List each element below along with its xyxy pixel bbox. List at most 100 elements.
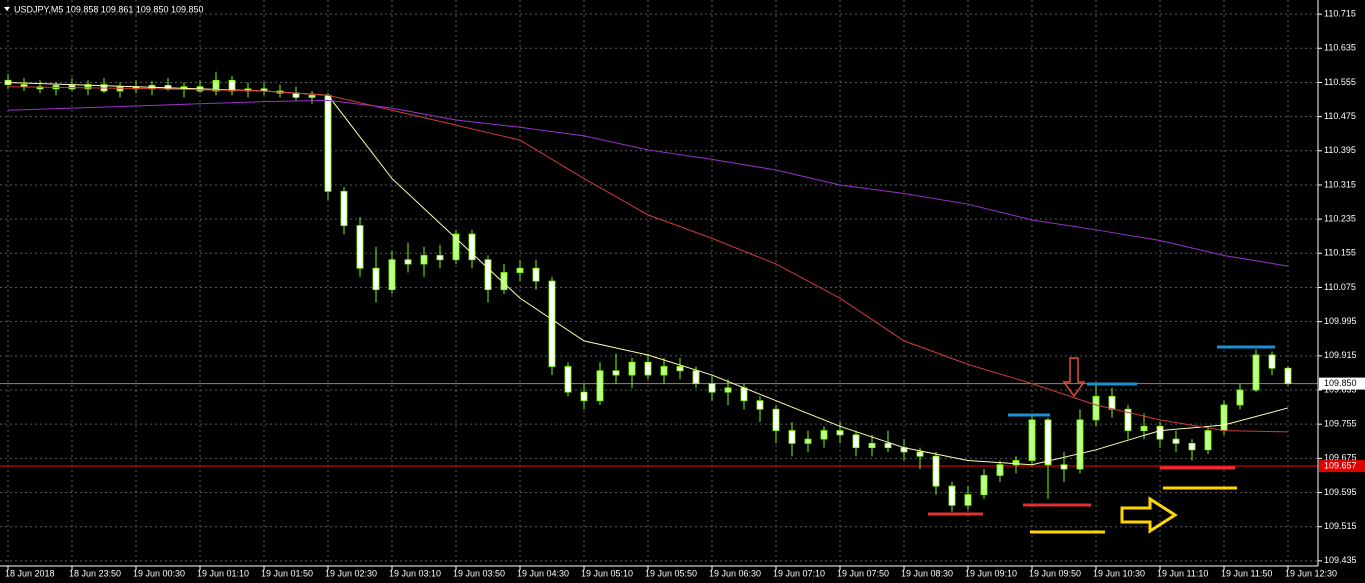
candle-body [228, 79, 236, 92]
candle-body [916, 451, 924, 457]
x-tick-label: 19 Jun 01:10 [197, 568, 249, 578]
y-tick-label: 109.675 [1324, 453, 1357, 463]
down-arrow [1062, 357, 1086, 398]
candle-body [1236, 389, 1244, 406]
x-tick-label: 19 Jun 11:10 [1157, 568, 1208, 578]
candle-body [708, 383, 716, 393]
price-label: 109.850 [1324, 378, 1357, 388]
y-tick-label: 110.075 [1324, 282, 1356, 292]
candle-body [964, 494, 972, 506]
candle-body [644, 361, 652, 376]
x-tick-label: 19 Jun 01:50 [261, 568, 313, 578]
candle-body [1012, 460, 1020, 466]
candle-body [676, 366, 684, 372]
y-tick-label: 109.515 [1324, 521, 1357, 531]
y-tick-label: 109.755 [1324, 419, 1357, 429]
y-tick-label: 109.435 [1324, 555, 1357, 565]
grid [0, 0, 1318, 566]
candle-body [452, 233, 460, 261]
candle-body [340, 190, 348, 226]
candle-body [436, 255, 444, 261]
x-tick-label: 19 Jun 10:30 [1093, 568, 1145, 578]
candle-body [804, 438, 812, 444]
x-tick-label: 18 Jun 2018 [5, 568, 55, 578]
y-tick-label: 109.595 [1324, 487, 1357, 497]
x-tick-label: 19 Jun 08:30 [901, 568, 953, 578]
candle-body [356, 225, 364, 269]
level-label: 109.657 [1324, 460, 1357, 470]
candle-body [884, 443, 892, 449]
y-tick-label: 109.995 [1324, 316, 1357, 326]
candle-body [548, 280, 556, 367]
y-tick-label: 110.235 [1324, 214, 1356, 224]
right-arrow [1120, 496, 1178, 534]
candle-body [756, 400, 764, 410]
candle-body [116, 86, 124, 92]
candle-body [1188, 443, 1196, 451]
candle-body [772, 408, 780, 431]
candle-body [1092, 396, 1100, 421]
level-label-box [1319, 460, 1365, 473]
candle-body [1140, 425, 1148, 431]
y-tick-label: 110.475 [1324, 111, 1356, 121]
x-tick-label: 19 Jun 07:50 [837, 568, 889, 578]
candle-body [308, 94, 316, 98]
x-tick-label: 19 Jun 09:10 [965, 568, 1017, 578]
annotations [928, 345, 1275, 534]
candle-body [1076, 419, 1084, 470]
x-tick-label: 19 Jun 09:50 [1029, 568, 1081, 578]
candle-body [836, 430, 844, 436]
x-tick-label: 19 Jun 05:10 [581, 568, 633, 578]
moving-average [7, 81, 1289, 466]
x-tick-label: 19 Jun 05:50 [645, 568, 697, 578]
candle-body [580, 391, 588, 402]
candle-body [1204, 430, 1212, 451]
candle-body [1124, 408, 1132, 431]
candle-body [724, 387, 732, 393]
x-tick-label: 18 Jun 23:50 [69, 568, 121, 578]
candle-body [1284, 367, 1292, 384]
x-tick-label: 19 Jun 00:30 [133, 568, 185, 578]
candle-body [1044, 419, 1052, 466]
x-tick-label: 19 Jun 03:50 [453, 568, 505, 578]
candle-body [932, 455, 940, 487]
price-label-box [1319, 377, 1365, 390]
x-tick-label: 19 Jun 04:30 [517, 568, 569, 578]
candle-body [84, 84, 92, 90]
candle-body [1060, 464, 1068, 470]
candle-body [564, 366, 572, 393]
candle-body [1220, 404, 1228, 431]
moving-average [7, 86, 1289, 433]
candle-body [948, 485, 956, 506]
candle-body [388, 259, 396, 291]
moving-average [7, 99, 1289, 267]
candle-body [628, 361, 636, 376]
y-tick-label: 109.915 [1324, 350, 1357, 360]
menu-arrow [4, 7, 10, 11]
candle-body [996, 464, 1004, 476]
marks [4, 71, 1292, 512]
candle-body [1252, 354, 1260, 391]
candle-body [612, 370, 620, 376]
candle-body [740, 387, 748, 402]
candle-body [660, 366, 668, 376]
candle-body [980, 475, 988, 496]
candle-body [372, 267, 380, 291]
candle-body [324, 94, 332, 192]
x-tick-label: 19 Jun 07:10 [773, 568, 825, 578]
candle-body [516, 267, 524, 273]
candle-body [820, 430, 828, 440]
candle-body [1108, 396, 1116, 410]
x-tick-label: 19 Jun 06:30 [709, 568, 761, 578]
candle-body [484, 259, 492, 291]
candle-body [852, 434, 860, 449]
candle-body [1156, 425, 1164, 440]
y-tick-label: 110.555 [1324, 77, 1356, 87]
candle-body [532, 267, 540, 282]
candle-body [468, 233, 476, 261]
candle-body [788, 430, 796, 444]
candle-body [420, 255, 428, 265]
candle-body [404, 259, 412, 265]
